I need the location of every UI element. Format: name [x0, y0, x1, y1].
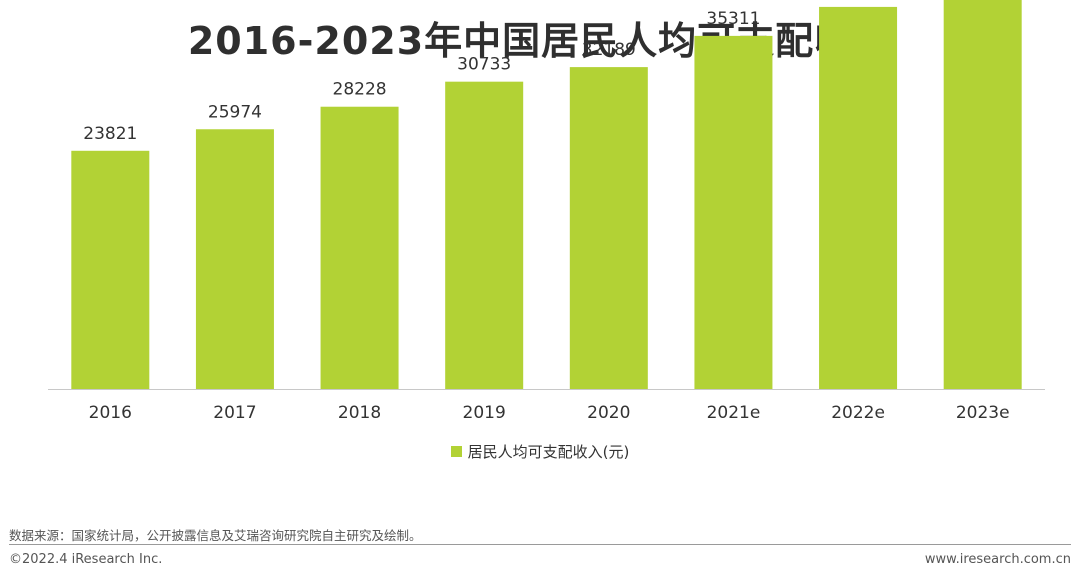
bar-2017 [195, 129, 274, 389]
x-tick-2019: 2019 [463, 403, 506, 423]
x-tick-2023e: 2023e [956, 403, 1010, 423]
website-text: www.iresearch.com.cn [924, 552, 1071, 567]
bar-2023e [943, 0, 1022, 389]
bar-2018 [320, 106, 399, 389]
chart-title: 2016-2023年中国居民人均可支配收入 [187, 19, 893, 63]
x-tick-2021e: 2021e [707, 403, 761, 423]
data-source-note: 数据来源：国家统计局，公开披露信息及艾瑞咨询研究院自主研究及绘制。 [9, 528, 422, 543]
legend: 居民人均可支配收入(元) [0, 441, 1080, 462]
x-tick-2017: 2017 [213, 403, 256, 423]
value-label-2017: 25974 [208, 102, 262, 122]
x-tick-2016: 2016 [89, 403, 132, 423]
bar-group [71, 0, 1022, 390]
value-label-2020: 32189 [582, 40, 636, 60]
value-label-group: 2382125974282283073332189353113820941280 [83, 9, 760, 144]
x-tick-2022e: 2022e [831, 403, 885, 423]
value-label-2016: 23821 [83, 124, 137, 144]
bar-2016 [71, 150, 150, 389]
copyright-text: ©2022.4 iResearch Inc. [9, 552, 163, 567]
bar-2021e [694, 35, 773, 389]
x-tick-2018: 2018 [338, 403, 381, 423]
legend-swatch [450, 446, 462, 457]
x-tick-2020: 2020 [587, 403, 630, 423]
bar-2022e [819, 6, 898, 389]
footer-divider [9, 544, 1071, 545]
bar-2020 [569, 67, 648, 390]
value-label-2021e: 35311 [706, 9, 760, 29]
x-tick-group: 2016 2017 2018 2019 2020 2021e 2022e 2023e [89, 403, 1010, 423]
value-label-2018: 28228 [333, 80, 387, 100]
bar-2019 [445, 81, 524, 390]
value-label-2019: 30733 [457, 55, 511, 75]
legend-label: 居民人均可支配收入(元) [467, 443, 630, 461]
